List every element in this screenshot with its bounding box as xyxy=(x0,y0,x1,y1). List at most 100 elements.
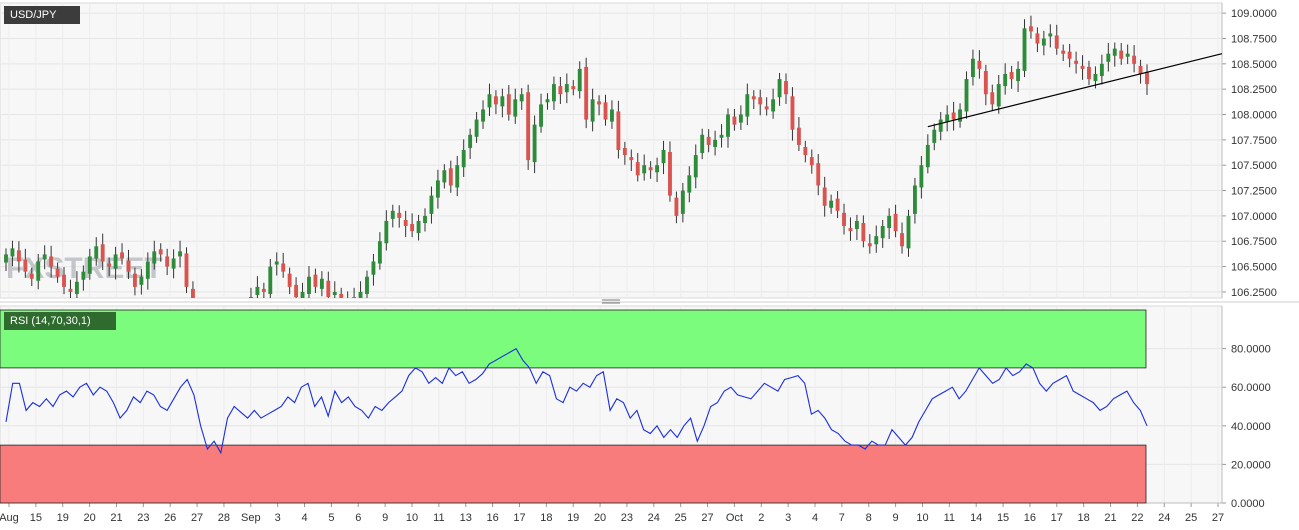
candle-body xyxy=(848,228,853,232)
x-tick-label: 7 xyxy=(839,512,845,524)
candle-body xyxy=(1125,53,1130,57)
x-tick-label: 23 xyxy=(621,512,633,524)
candle-body xyxy=(693,155,698,178)
rsi-tick-label: 20.0000 xyxy=(1231,459,1271,471)
candle-body xyxy=(1048,33,1053,37)
candle-body xyxy=(758,97,763,105)
rsi-tick-label: 80.0000 xyxy=(1231,344,1271,356)
candle-body xyxy=(100,244,105,262)
rsi-tick-label: 0.0000 xyxy=(1231,498,1265,510)
candle-body xyxy=(55,268,60,277)
trendline xyxy=(927,53,1223,128)
price-panel-bg xyxy=(0,2,1223,299)
rsi-line xyxy=(5,347,1148,455)
candle-body xyxy=(171,258,176,269)
candle-body xyxy=(87,256,92,274)
candle-body xyxy=(590,99,595,122)
candle-body xyxy=(1035,33,1040,44)
candle-body xyxy=(268,266,273,294)
candle-body xyxy=(403,219,408,227)
candle-body xyxy=(842,212,846,227)
candle-body xyxy=(700,134,705,154)
candle-body xyxy=(880,226,885,239)
x-tick-label: 17 xyxy=(513,512,525,524)
price-tick-label: 109.0000 xyxy=(1231,8,1277,20)
candle-body xyxy=(120,252,124,259)
x-tick-label: 16 xyxy=(1024,512,1036,524)
candle-body xyxy=(506,94,511,115)
candle-body xyxy=(854,220,859,230)
candle-body xyxy=(371,261,376,275)
candle-body xyxy=(809,157,814,166)
candle-body xyxy=(455,165,460,188)
candle-body xyxy=(358,291,363,298)
candle-body xyxy=(835,198,840,211)
rsi-tick-label: 60.0000 xyxy=(1231,382,1271,394)
price-tick-label: 107.2500 xyxy=(1231,186,1277,198)
candle-body xyxy=(319,278,324,289)
price-tick-label: 108.2500 xyxy=(1231,84,1277,96)
symbol-label: USD/JPY xyxy=(4,6,80,24)
candle-body xyxy=(287,273,292,287)
candle-body xyxy=(668,152,672,196)
x-tick-label: 18 xyxy=(1078,512,1090,524)
x-tick-label: 27 xyxy=(191,512,203,524)
x-tick-label: 19 xyxy=(567,512,579,524)
candle-body xyxy=(1080,65,1085,69)
candle-body xyxy=(474,119,479,137)
candle-body xyxy=(410,223,415,232)
candle-body xyxy=(719,134,724,138)
candle-body xyxy=(487,94,492,108)
candle-body xyxy=(912,185,917,214)
candle-body xyxy=(1016,68,1021,82)
candle-body xyxy=(423,215,427,223)
candle-body xyxy=(990,92,995,105)
x-tick-label: 6 xyxy=(355,512,361,524)
candle-body xyxy=(925,144,930,168)
candle-body xyxy=(1003,73,1008,87)
candle-body xyxy=(674,197,679,216)
price-tick-label: 107.5000 xyxy=(1231,160,1277,172)
candle-body xyxy=(429,195,434,214)
candle-body xyxy=(629,157,634,161)
candle-body xyxy=(1029,26,1033,32)
x-tick-label: Aug xyxy=(0,512,19,524)
candle-body xyxy=(577,68,582,92)
candle-body xyxy=(10,248,15,257)
x-tick-label: 10 xyxy=(406,512,418,524)
candle-body xyxy=(1112,48,1117,56)
candle-body xyxy=(1145,71,1149,85)
candle-body xyxy=(132,273,137,287)
x-tick-label: 26 xyxy=(164,512,176,524)
candle-body xyxy=(255,286,260,295)
candle-body xyxy=(545,99,550,103)
candle-body xyxy=(261,288,266,292)
candle-body xyxy=(597,101,601,105)
price-tick-label: 108.5000 xyxy=(1231,59,1277,71)
candle-body xyxy=(191,288,195,298)
candle-body xyxy=(893,213,898,232)
candle-body xyxy=(803,146,808,156)
candle-body xyxy=(971,58,975,78)
x-tick-label: 14 xyxy=(970,512,982,524)
candle-body xyxy=(532,124,537,163)
candle-body xyxy=(610,109,614,122)
candle-body xyxy=(738,114,743,123)
x-tick-label: 13 xyxy=(460,512,472,524)
x-tick-label: 21 xyxy=(1104,512,1116,524)
candle-body xyxy=(790,96,795,130)
candle-body xyxy=(932,129,937,143)
candle-body xyxy=(139,276,144,285)
candle-body xyxy=(635,162,640,176)
candle-body xyxy=(390,210,395,219)
candle-body xyxy=(603,102,608,120)
candle-body xyxy=(887,215,892,229)
x-tick-label: 22 xyxy=(1131,512,1143,524)
candle-body xyxy=(680,190,685,214)
x-tick-label: 17 xyxy=(1051,512,1063,524)
x-tick-label: 16 xyxy=(486,512,498,524)
x-tick-label: 23 xyxy=(137,512,149,524)
x-tick-label: 25 xyxy=(1185,512,1197,524)
x-tick-label: Sep xyxy=(241,512,261,524)
